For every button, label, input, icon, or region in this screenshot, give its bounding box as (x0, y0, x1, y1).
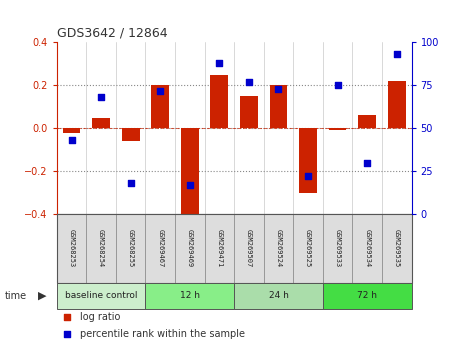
Bar (146, 214, 175, 282)
Point (63, 331, 71, 337)
Bar (116, 214, 146, 282)
Bar (86, 214, 116, 282)
Point (68, 137, 75, 143)
Bar (293, 214, 323, 282)
Bar (181, 128, 199, 218)
Text: time: time (5, 291, 27, 301)
Text: GSM269525: GSM269525 (305, 229, 311, 268)
Bar (264, 214, 293, 282)
Point (216, 60, 223, 66)
Bar (62, 128, 80, 132)
Text: 12 h: 12 h (180, 291, 200, 301)
Text: GSM269533: GSM269533 (334, 229, 341, 268)
Bar (122, 128, 140, 141)
Bar (210, 75, 228, 128)
Text: GSM269534: GSM269534 (364, 229, 370, 268)
Bar (57, 282, 146, 309)
Point (363, 160, 371, 165)
Bar (92, 118, 110, 128)
Point (186, 182, 193, 188)
Bar (57, 214, 86, 282)
Text: GSM269535: GSM269535 (394, 229, 400, 268)
Bar (382, 214, 412, 282)
Bar (299, 128, 317, 193)
Point (127, 180, 134, 186)
Text: GSM269524: GSM269524 (275, 229, 281, 268)
Bar (388, 81, 405, 128)
Bar (359, 115, 376, 128)
Bar (352, 214, 382, 282)
Bar (240, 96, 258, 128)
Bar (329, 128, 346, 130)
Bar (323, 282, 412, 309)
Text: log ratio: log ratio (80, 312, 120, 322)
Text: GSM268255: GSM268255 (128, 229, 134, 268)
Text: percentile rank within the sample: percentile rank within the sample (80, 329, 245, 339)
Text: GSM269507: GSM269507 (246, 229, 252, 268)
Point (334, 82, 342, 88)
Bar (175, 214, 204, 282)
Point (393, 52, 401, 57)
Text: GSM268253: GSM268253 (69, 229, 75, 268)
Point (304, 173, 312, 179)
Text: GSM269467: GSM269467 (157, 229, 163, 268)
Text: GSM268254: GSM268254 (98, 229, 104, 268)
Text: 72 h: 72 h (357, 291, 377, 301)
Bar (205, 214, 234, 282)
Text: baseline control: baseline control (65, 291, 137, 301)
Text: GDS3642 / 12864: GDS3642 / 12864 (57, 27, 167, 40)
Bar (146, 282, 234, 309)
Text: ▶: ▶ (38, 291, 46, 301)
Text: GSM269471: GSM269471 (216, 229, 222, 268)
Point (63, 314, 71, 320)
Point (245, 79, 253, 85)
Text: 24 h: 24 h (269, 291, 289, 301)
Bar (323, 214, 352, 282)
Bar (151, 85, 169, 128)
Bar (234, 214, 264, 282)
Text: GSM269469: GSM269469 (187, 229, 193, 268)
Bar (234, 282, 323, 309)
Point (157, 88, 164, 93)
Point (275, 86, 282, 92)
Bar (270, 85, 287, 128)
Point (97, 95, 105, 100)
